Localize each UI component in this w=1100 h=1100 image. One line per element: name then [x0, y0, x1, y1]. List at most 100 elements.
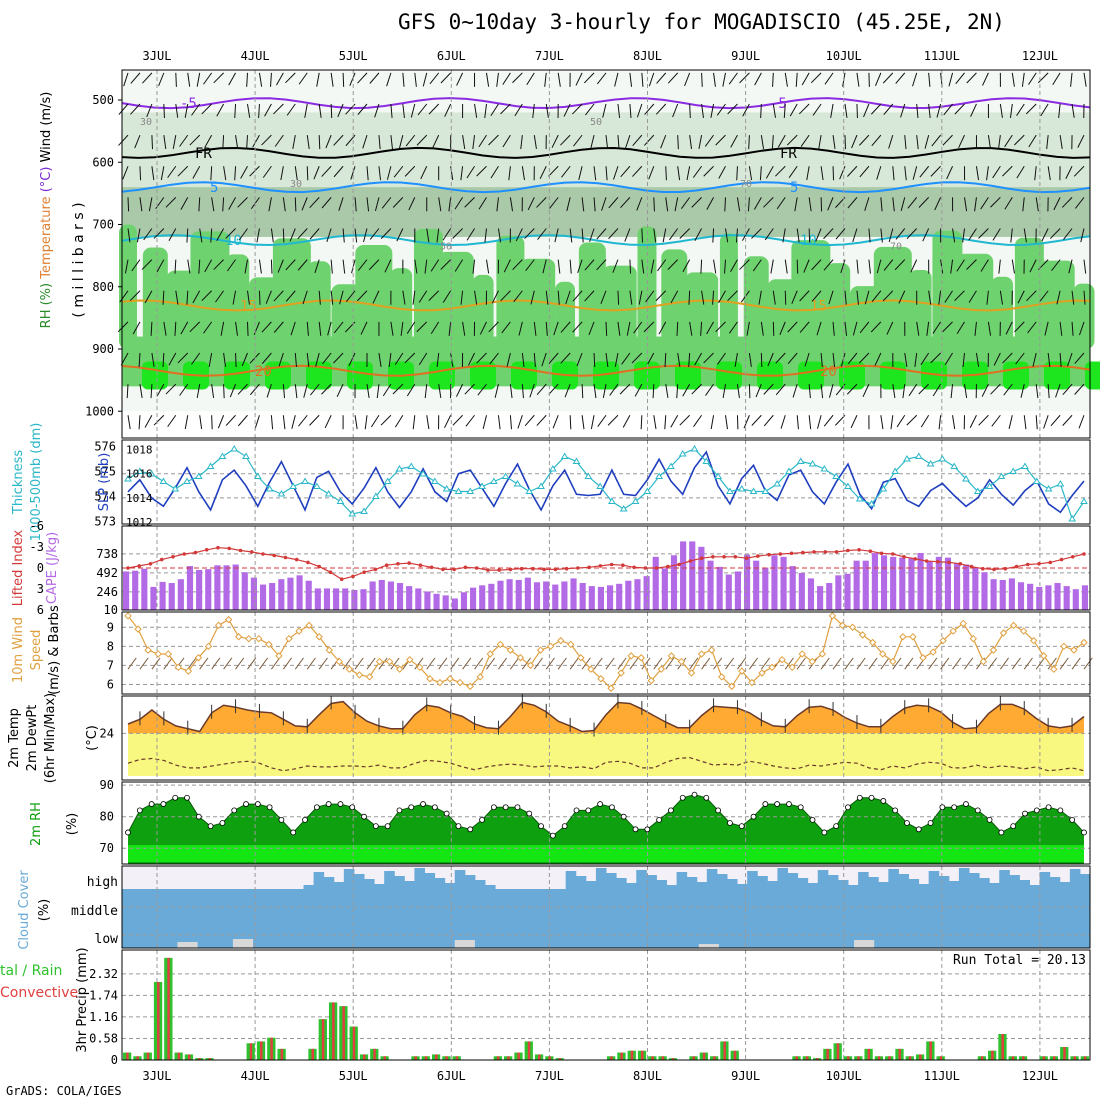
- thickness-marker: [584, 472, 593, 479]
- wind-barb: [153, 414, 165, 426]
- wind-barb: [282, 657, 292, 670]
- wind-barb: [730, 259, 738, 273]
- cloud-tick-label: middle: [71, 904, 118, 919]
- wind-barb: [330, 259, 333, 274]
- precip-convective-bar: [383, 1056, 387, 1060]
- cape-bar: [944, 557, 952, 610]
- li-marker: [339, 577, 344, 581]
- wind-barb: [338, 197, 344, 211]
- wind-ylabel: (m/s) & Barbs: [47, 605, 62, 695]
- wind-barb: [187, 259, 191, 274]
- wind-barb: [572, 321, 583, 333]
- wind-barb: [852, 228, 858, 243]
- wind-barb: [926, 321, 930, 336]
- wind-barb: [342, 259, 346, 274]
- slp-tick-label: 1014: [126, 492, 153, 505]
- wind-barb: [713, 259, 717, 274]
- wind-barb: [827, 197, 834, 211]
- wind-speed-marker: [879, 650, 887, 658]
- wind-barb: [225, 414, 236, 426]
- li-ylabel: Lifted Index: [11, 529, 26, 606]
- precip-convective-bar: [270, 1037, 273, 1060]
- li-marker: [362, 570, 366, 574]
- wind-barb: [448, 197, 452, 212]
- li-marker: [958, 562, 963, 566]
- x-tick-label-bottom: 11JUL: [924, 1069, 960, 1083]
- wind-barb: [424, 384, 428, 399]
- li-marker: [193, 550, 198, 555]
- wind-barb: [291, 415, 296, 429]
- wind-barb: [713, 72, 716, 87]
- thickness-ylabel: 1000-500mb (dm): [29, 423, 44, 542]
- rh-moist-column: [932, 230, 963, 349]
- rh2m-tick-label: 70: [100, 841, 114, 855]
- rh2m-marker: [160, 801, 167, 807]
- wind-barb: [900, 197, 906, 212]
- thickness-marker: [501, 472, 510, 479]
- wind-barb: [1065, 166, 1073, 180]
- wind-barb: [584, 290, 595, 302]
- wind-barb: [608, 228, 619, 240]
- rh-moist-column: [437, 251, 474, 349]
- rh2m-marker: [656, 816, 663, 823]
- wind-barb: [644, 103, 655, 115]
- wind-barb: [342, 72, 345, 87]
- rh2m-marker: [195, 813, 202, 820]
- wind-speed-marker: [134, 625, 142, 633]
- li-marker: [846, 548, 850, 553]
- wind-barb: [141, 259, 153, 270]
- wind-barb: [560, 352, 571, 364]
- cape-bar: [259, 584, 267, 610]
- rh2m-marker: [1010, 823, 1017, 830]
- precip-convective-bar: [733, 1050, 737, 1060]
- wind-barb: [496, 72, 499, 87]
- wind-barb: [144, 415, 153, 428]
- wind-barb: [904, 135, 907, 150]
- cloud-high-bar: [868, 877, 879, 893]
- wind-speed-marker: [285, 634, 293, 643]
- cape-bar: [1045, 585, 1052, 610]
- li-marker: [756, 554, 760, 558]
- rh-saturated-patch: [716, 361, 742, 390]
- wind-barb: [922, 228, 930, 242]
- wind-barb: [223, 352, 227, 367]
- wind-barb: [962, 352, 965, 367]
- wind-barb: [982, 72, 989, 86]
- wind-barb: [294, 657, 304, 670]
- wind-barb: [234, 166, 237, 181]
- wind-barb: [593, 197, 596, 212]
- cloud-high-bar: [404, 881, 415, 893]
- li-marker: [272, 553, 277, 558]
- precip-convective-bar: [1083, 1056, 1087, 1060]
- wind-barb: [846, 383, 858, 395]
- li-marker: [294, 557, 299, 562]
- wind-speed-marker: [798, 650, 806, 658]
- wind-ylabel: Speed: [29, 630, 44, 671]
- wind-speed-marker: [124, 612, 132, 620]
- wind-barb: [229, 383, 237, 398]
- wind-barb: [763, 414, 774, 427]
- wind-barb: [820, 352, 823, 367]
- precip-convective-bar: [692, 1056, 696, 1060]
- wind-barb: [808, 384, 811, 399]
- wind-speed-marker: [718, 673, 726, 681]
- rh2m-marker: [254, 801, 261, 807]
- precip-convective-bar: [991, 1050, 994, 1060]
- wind-barb: [715, 321, 726, 333]
- cloud-high-bar: [585, 881, 597, 893]
- wind-speed-marker: [496, 640, 505, 649]
- cape-bar: [643, 576, 650, 610]
- precip-convective-bar: [702, 1052, 706, 1060]
- wind-barb: [895, 72, 906, 84]
- wind-barb: [870, 103, 882, 115]
- wind-barb: [297, 259, 308, 271]
- y-tick-label: 900: [92, 342, 114, 356]
- thickness-marker: [572, 457, 581, 464]
- cape-bar: [981, 572, 988, 610]
- wind-barb: [165, 197, 177, 208]
- rh2m-marker: [396, 807, 403, 814]
- wind-barb: [974, 321, 977, 336]
- thickness-marker: [926, 460, 935, 467]
- x-tick-label-top: 6JUL: [437, 49, 466, 63]
- wind-barb: [303, 384, 308, 398]
